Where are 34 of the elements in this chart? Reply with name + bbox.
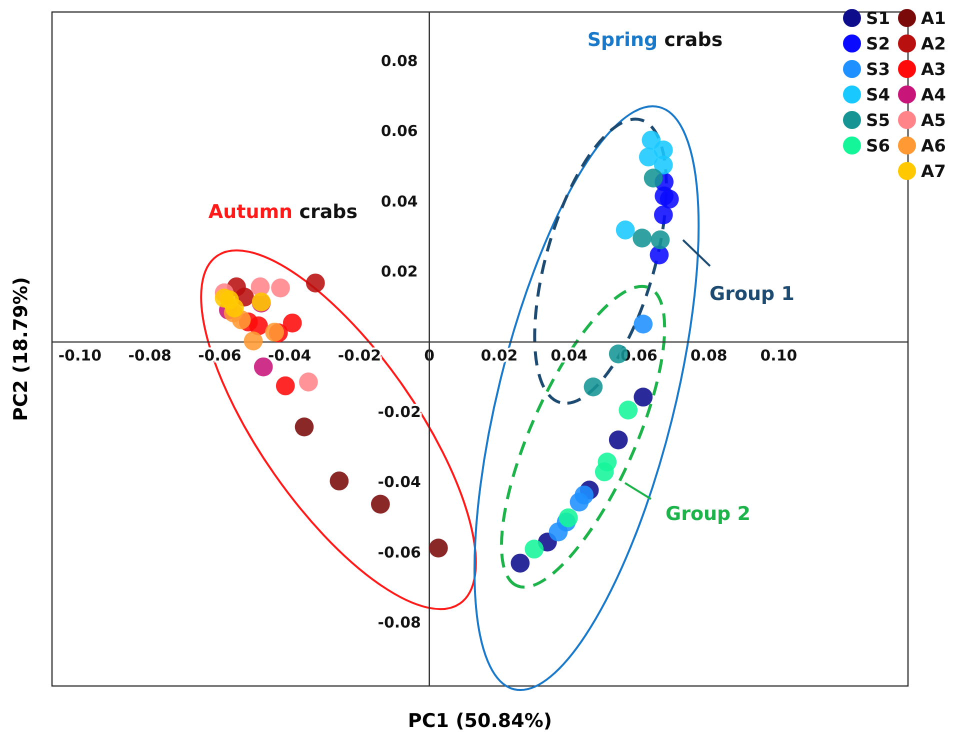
y-tick-label: 0.02 xyxy=(380,262,418,281)
annotation: Group 2 xyxy=(666,503,750,525)
legend-label: A4 xyxy=(921,86,946,106)
legend-label: S2 xyxy=(866,34,890,54)
legend-label: S1 xyxy=(866,9,890,29)
legend-label: S4 xyxy=(866,86,890,106)
x-tick-label: -0.10 xyxy=(58,346,102,365)
legend-label: A1 xyxy=(921,9,946,29)
legend-label: S5 xyxy=(866,111,890,131)
y-tick-label: 0.06 xyxy=(380,122,418,140)
y-tick-label: -0.06 xyxy=(378,543,421,562)
y-tick-label: -0.04 xyxy=(378,473,421,492)
y-tick-label: -0.08 xyxy=(378,614,421,632)
legend-label: A2 xyxy=(921,34,946,54)
x-tick-label: -0.04 xyxy=(268,346,312,365)
annotation: Spring crabs xyxy=(587,29,723,51)
y-axis-title: PC2 (18.79%) xyxy=(10,276,32,422)
x-tick-label: -0.02 xyxy=(338,346,382,365)
y-tick-label: 0.04 xyxy=(380,192,418,210)
x-axis-title: PC1 (50.84%) xyxy=(408,710,552,732)
x-tick-label: -0.08 xyxy=(128,346,172,365)
legend-label: A3 xyxy=(921,60,946,80)
x-tick-label: 0.08 xyxy=(690,346,728,365)
legend-label: A6 xyxy=(921,136,946,156)
legend-label: S3 xyxy=(866,60,890,80)
x-tick-label: 0.04 xyxy=(550,346,588,365)
legend-label: A7 xyxy=(921,162,946,182)
y-tick-label: -0.02 xyxy=(378,402,421,421)
annotation: Autumn crabs xyxy=(208,201,358,223)
legend-label: A5 xyxy=(921,111,946,131)
legend-label: S6 xyxy=(866,136,890,156)
annotation: Group 1 xyxy=(710,283,794,305)
y-tick-label: 0.08 xyxy=(380,52,418,70)
x-tick-label: 0.10 xyxy=(760,346,798,365)
